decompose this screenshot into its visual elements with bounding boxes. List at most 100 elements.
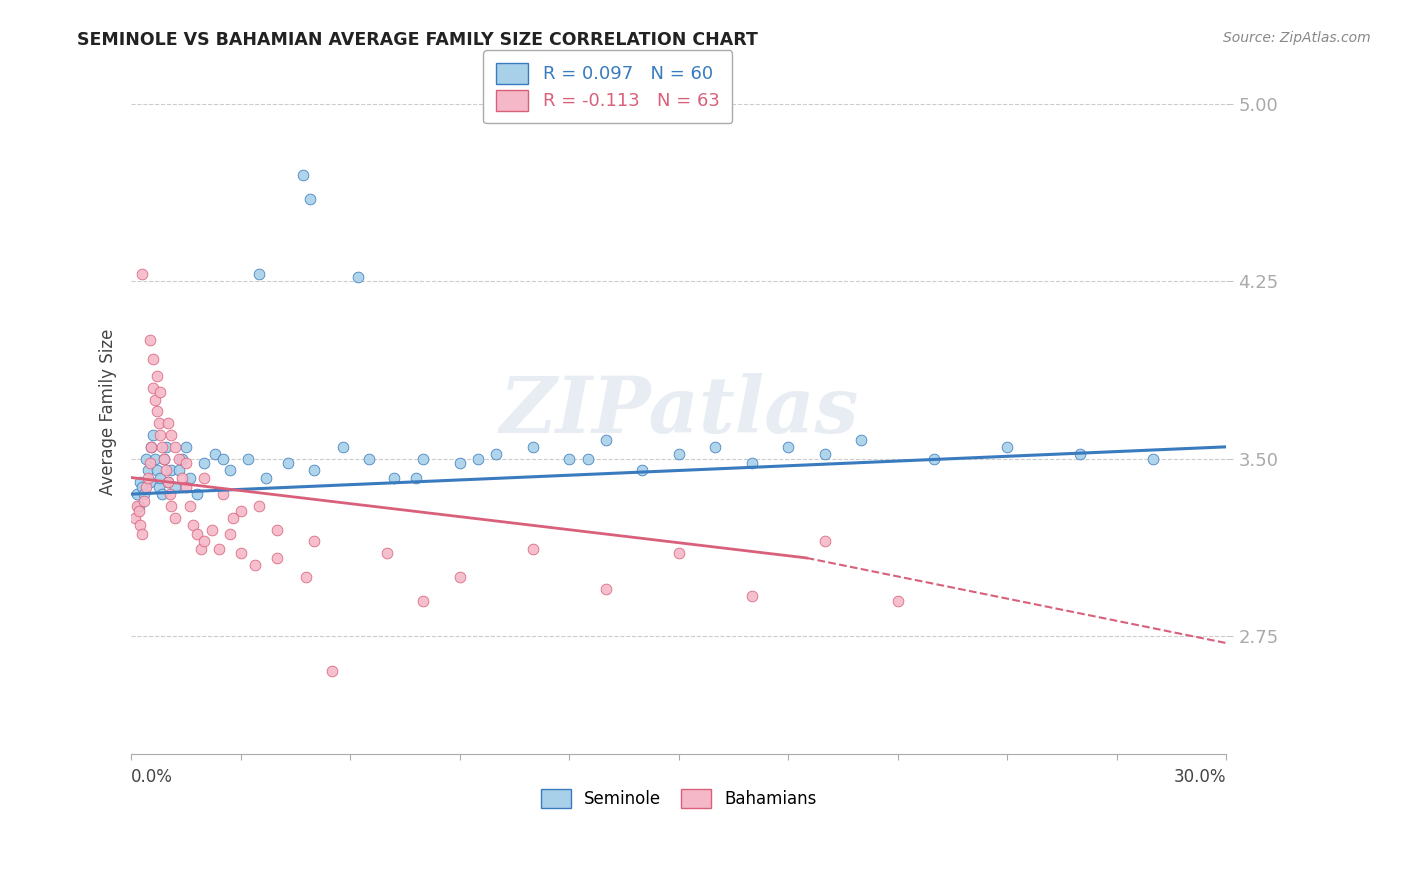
Text: Source: ZipAtlas.com: Source: ZipAtlas.com [1223,31,1371,45]
Point [156,416,179,430]
Point [814,447,837,461]
Text: ZIPatlas: ZIPatlas [499,373,859,450]
Point [449,456,471,470]
Point [135,480,157,494]
Point [174,456,197,470]
Point [153,451,176,466]
Point [924,451,946,466]
Point [295,570,318,584]
Point [179,499,201,513]
Point [522,440,544,454]
Text: SEMINOLE VS BAHAMIAN AVERAGE FAMILY SIZE CORRELATION CHART: SEMINOLE VS BAHAMIAN AVERAGE FAMILY SIZE… [77,31,758,49]
Point [165,510,187,524]
Point [165,480,187,494]
Point [211,451,233,466]
Point [179,470,201,484]
Point [299,192,322,206]
Point [132,487,155,501]
Text: 0.0%: 0.0% [131,768,173,787]
Point [146,463,169,477]
Point [668,447,690,461]
Point [302,534,325,549]
Point [129,517,152,532]
Point [631,463,654,477]
Point [174,440,197,454]
Point [156,475,179,490]
Point [382,470,405,484]
Point [153,451,176,466]
Point [143,451,166,466]
Point [159,487,181,501]
Point [595,433,617,447]
Point [155,463,177,477]
Point [136,463,159,477]
Point [229,546,252,560]
Point [146,404,169,418]
Point [125,499,148,513]
Point [142,352,165,367]
Point [142,428,165,442]
Point [174,480,197,494]
Point [814,534,837,549]
Point [131,527,153,541]
Point [668,546,690,560]
Point [131,480,153,494]
Point [218,527,240,541]
Point [332,440,354,454]
Point [160,463,183,477]
Point [193,470,215,484]
Point [321,665,343,679]
Point [160,499,183,513]
Point [851,433,873,447]
Point [142,381,165,395]
Point [467,451,489,466]
Y-axis label: Average Family Size: Average Family Size [100,328,117,494]
Point [132,494,155,508]
Point [190,541,212,556]
Point [558,451,581,466]
Point [1069,447,1091,461]
Text: 30.0%: 30.0% [1174,768,1226,787]
Point [149,385,172,400]
Point [236,451,259,466]
Point [129,475,152,490]
Point [449,570,471,584]
Point [150,440,173,454]
Point [704,440,727,454]
Point [576,451,599,466]
Point [346,269,368,284]
Point [131,267,153,281]
Point [125,487,148,501]
Point [141,440,163,454]
Point [172,470,194,484]
Point [148,416,170,430]
Point [128,504,150,518]
Point [160,428,183,442]
Point [741,589,763,603]
Point [138,475,160,490]
Point [148,480,170,494]
Point [375,546,398,560]
Point [146,368,169,383]
Point [200,523,222,537]
Point [412,593,434,607]
Point [181,517,204,532]
Point [138,456,160,470]
Point [245,558,267,572]
Point [208,541,231,556]
Point [149,428,172,442]
Point [149,470,172,484]
Point [138,334,160,348]
Point [136,470,159,484]
Point [229,504,252,518]
Point [124,510,146,524]
Point [143,392,166,407]
Point [247,267,270,281]
Point [222,510,245,524]
Point [595,582,617,596]
Point [254,470,277,484]
Point [135,451,157,466]
Point [186,487,208,501]
Point [302,463,325,477]
Point [412,451,434,466]
